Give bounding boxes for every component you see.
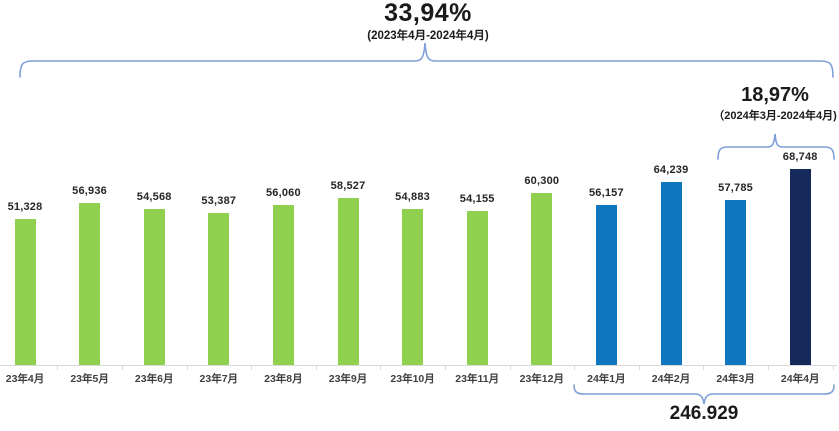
axis-tick bbox=[767, 365, 769, 370]
value-label: 60,300 bbox=[524, 175, 560, 188]
axis-tick bbox=[315, 365, 317, 370]
bar-23年9月 bbox=[337, 198, 359, 365]
category-label: 24年1月 bbox=[587, 373, 626, 385]
total-growth-value: 33,94% bbox=[384, 0, 472, 27]
category-label: 23年12月 bbox=[519, 373, 564, 385]
axis-tick bbox=[251, 365, 253, 370]
category-label: 23年6月 bbox=[134, 373, 174, 385]
total-2024-bracket bbox=[573, 384, 835, 405]
bar-23年4月 bbox=[14, 218, 36, 365]
category-label: 23年7月 bbox=[199, 373, 239, 385]
total-growth-bracket bbox=[19, 42, 834, 78]
value-label: 56,060 bbox=[265, 187, 301, 200]
recent-growth-period: （2024年3月-2024年4月) bbox=[713, 110, 837, 122]
axis-tick bbox=[832, 365, 834, 370]
value-label: 54,883 bbox=[395, 190, 431, 203]
axis-tick bbox=[121, 365, 123, 370]
bar-23年11月 bbox=[466, 210, 488, 365]
bar-23年5月 bbox=[79, 202, 101, 365]
category-label: 23年10月 bbox=[390, 373, 435, 385]
bar-23年8月 bbox=[272, 205, 294, 365]
value-label: 68,748 bbox=[782, 151, 818, 163]
recent-growth-bracket bbox=[717, 133, 835, 160]
bar-24年4月 bbox=[789, 169, 811, 365]
category-label: 23年4月 bbox=[5, 373, 45, 385]
bar-23年6月 bbox=[143, 209, 165, 365]
value-label: 53,387 bbox=[201, 194, 237, 207]
axis-tick bbox=[380, 365, 382, 370]
value-label: 56,936 bbox=[72, 184, 108, 197]
x-axis-line bbox=[0, 365, 837, 366]
category-label: 24年3月 bbox=[716, 373, 755, 385]
bar-23年7月 bbox=[208, 212, 230, 365]
axis-tick bbox=[509, 365, 511, 370]
category-label: 23年5月 bbox=[70, 373, 109, 385]
axis-tick bbox=[638, 365, 640, 370]
axis-tick bbox=[574, 365, 576, 370]
value-label: 54,568 bbox=[136, 191, 172, 204]
bar-24年1月 bbox=[595, 204, 617, 365]
category-label: 23年8月 bbox=[264, 373, 303, 385]
category-label: 23年9月 bbox=[328, 373, 368, 385]
value-label: 51,328 bbox=[7, 200, 43, 213]
axis-tick bbox=[703, 365, 705, 370]
axis-tick bbox=[444, 365, 446, 370]
axis-tick bbox=[57, 365, 59, 370]
value-label: 57,785 bbox=[718, 182, 754, 195]
bar-23年10月 bbox=[402, 208, 424, 365]
bar-24年2月 bbox=[660, 181, 682, 365]
category-label: 24年4月 bbox=[780, 373, 820, 385]
category-label: 24年2月 bbox=[651, 373, 691, 385]
total-growth-annotation: 33,94% (2023年4月-2024年4月) bbox=[268, 0, 588, 44]
value-label: 64,239 bbox=[653, 163, 689, 176]
total-2024-value: 246.929 bbox=[669, 403, 739, 424]
category-label: 23年11月 bbox=[455, 373, 500, 385]
recent-growth-annotation: 18,97% （2024年3月-2024年4月) bbox=[692, 82, 839, 124]
value-label: 56,157 bbox=[588, 186, 624, 199]
axis-tick bbox=[186, 365, 188, 370]
value-label: 58,527 bbox=[330, 180, 366, 193]
bar-23年12月 bbox=[531, 193, 553, 365]
bar-24年3月 bbox=[725, 200, 747, 365]
value-label: 54,155 bbox=[459, 192, 495, 205]
recent-growth-value: 18,97% bbox=[741, 84, 809, 106]
total-growth-period: (2023年4月-2024年4月) bbox=[367, 30, 489, 42]
